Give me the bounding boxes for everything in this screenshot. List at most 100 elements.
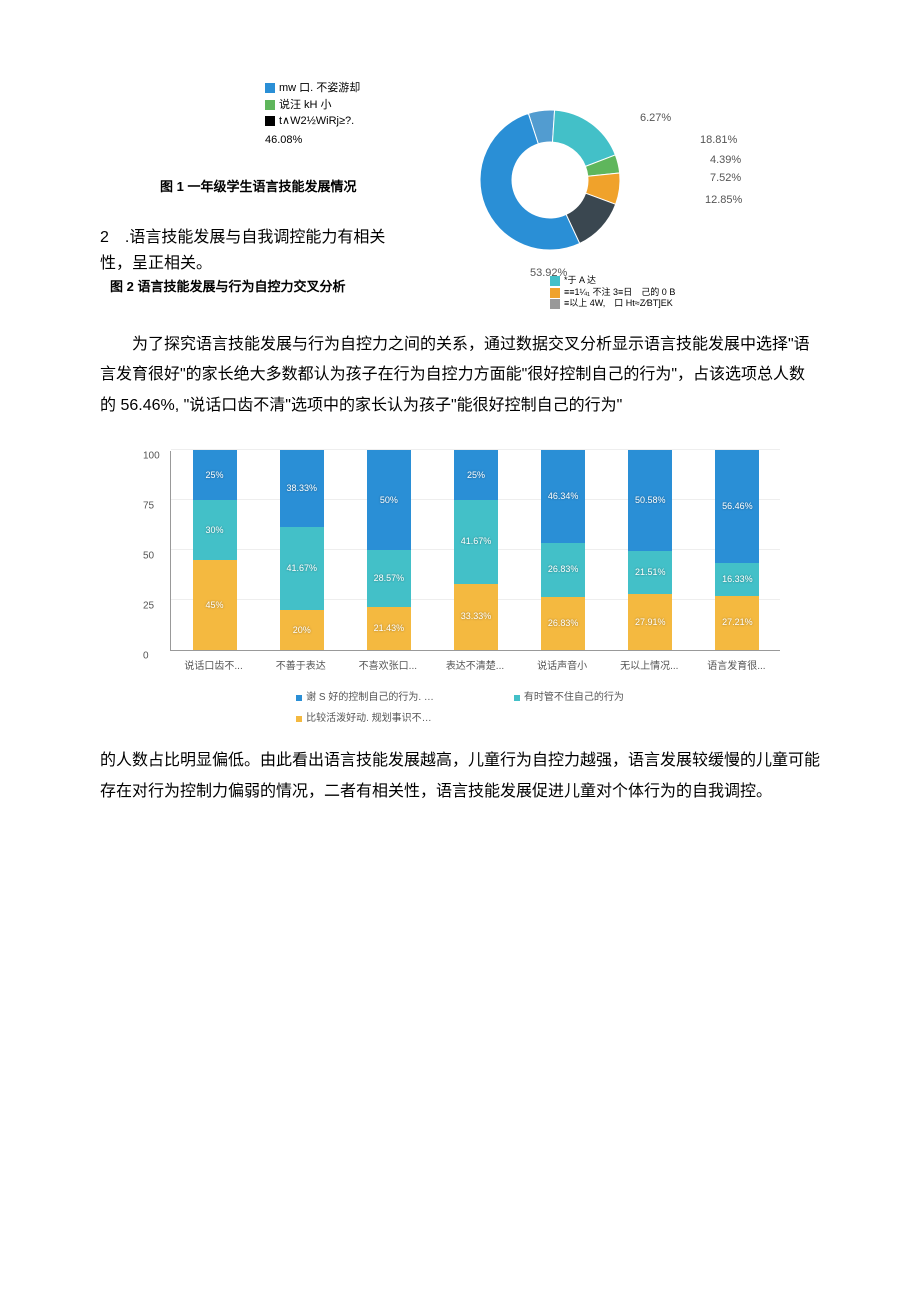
bar-column: 50% 28.57% 21.43% [367, 450, 411, 650]
legend-text: t∧W2½WiRj≥?. [279, 113, 354, 130]
bar-segment-label: 16.33% [722, 571, 753, 588]
bar-column: 38.33% 41.67% 20% [280, 450, 324, 650]
bar-segment: 41.67% [280, 527, 324, 610]
donut-svg [450, 95, 650, 265]
bar-segment-label: 41.67% [461, 533, 492, 550]
figure-1-caption: 图 1 一年级学生语言技能发展情况 [160, 175, 356, 200]
donut-slice-label: 12.85% [705, 190, 742, 211]
bar-column: 56.46% 16.33% 27.21% [715, 450, 759, 650]
bar-segment-label: 26.83% [548, 615, 579, 632]
bar-segment-label: 25% [467, 467, 485, 484]
bar-segment-label: 38.33% [286, 480, 317, 497]
bar-segment: 33.33% [454, 584, 498, 651]
top-legend: mw 口. 不姿游却说汪 kH 小t∧W2½WiRj≥?. 46.08% [265, 80, 360, 148]
bar-segment: 41.67% [454, 500, 498, 583]
x-axis-label: 语言发育很... [693, 651, 780, 676]
top-legend-item: 说汪 kH 小 [265, 97, 360, 114]
x-axis-label: 说话声音小 [519, 651, 606, 676]
bar-segment: 20% [280, 610, 324, 650]
bar-column: 46.34% 26.83% 26.83% [541, 450, 585, 650]
top-figure-section: mw 口. 不姿游却说汪 kH 小t∧W2½WiRj≥?. 46.08% 图 1 … [100, 80, 820, 310]
bar-segment: 25% [193, 450, 237, 500]
legend-swatch [550, 276, 560, 286]
bar-segment: 27.21% [715, 596, 759, 650]
bar-legend-item: 比较活泼好动. 规划事识不… [296, 709, 434, 728]
donut-slice-label: 7.52% [710, 168, 741, 189]
bar-segment-label: 46.34% [548, 488, 579, 505]
donut-slice-label: 6.27% [640, 108, 671, 129]
legend-text: 比较活泼好动. 规划事识不… [306, 709, 432, 728]
bar-segment-label: 41.67% [286, 560, 317, 577]
legend-text: 有时管不住自己的行为 [524, 688, 624, 707]
bar-segment: 28.57% [367, 550, 411, 607]
bar-segment-label: 30% [206, 522, 224, 539]
bar-segment: 26.83% [541, 543, 585, 597]
donut-legend-item: ≡以上 4W, 口 Ht≈Z∕BT]EK [550, 298, 675, 310]
bar-legend-right: 有时管不住自己的行为 [514, 688, 624, 728]
figure-2-caption: 图 2 语言技能发展与行为自控力交叉分析 [110, 275, 345, 300]
bar-plot-area: 025507510025%30%45%38.33%41.67%20%50%28.… [170, 451, 780, 651]
legend-dot [296, 695, 302, 701]
bar-segment: 45% [193, 560, 237, 650]
section-2-intro: 2 .语言技能发展与自我调控能力有相关性，呈正相关。 [100, 225, 390, 276]
legend-dot [514, 695, 520, 701]
bar-legend-item: 有时管不住自己的行为 [514, 688, 624, 707]
donut-legend-item: *于 A 达 [550, 275, 675, 287]
top-legend-item: t∧W2½WiRj≥?. [265, 113, 360, 130]
bar-segment: 38.33% [280, 450, 324, 527]
bar-segment: 27.91% [628, 594, 672, 650]
bar-segment: 46.34% [541, 450, 585, 543]
bar-legend: 谢 S 好的控制自己的行为. … 比较活泼好动. 规划事识不… 有时管不住自己的行… [140, 688, 780, 728]
bar-segment-label: 20% [293, 622, 311, 639]
legend-text: ≡以上 4W, 口 Ht≈Z∕BT]EK [564, 298, 673, 310]
x-axis-label: 不善于表达 [257, 651, 344, 676]
analysis-paragraph-1: 为了探究语言技能发展与行为自控力之间的关系，通过数据交叉分析显示语言技能发展中选… [100, 330, 820, 421]
legend-swatch [550, 299, 560, 309]
donut-legend-item: ≡≡1¼₁ 不注 3≡日 己的 0 B [550, 287, 675, 299]
y-tick: 100 [143, 447, 160, 466]
stacked-bar-chart: 025507510025%30%45%38.33%41.67%20%50%28.… [140, 451, 780, 728]
legend-text: ≡≡1¼₁ 不注 3≡日 己的 0 B [564, 287, 675, 299]
bar-segment: 30% [193, 500, 237, 560]
bar-segment-label: 33.33% [461, 608, 492, 625]
legend-dot [296, 716, 302, 722]
bar-segment-label: 21.43% [374, 620, 405, 637]
y-tick: 0 [143, 647, 149, 666]
donut-slice [552, 110, 615, 166]
y-tick: 75 [143, 497, 154, 516]
legend-swatch [550, 288, 560, 298]
legend-text: mw 口. 不姿游却 [279, 80, 360, 97]
bar-column: 50.58% 21.51%27.91% [628, 450, 672, 650]
x-axis-label: 说话口齿不... [170, 651, 257, 676]
analysis-paragraph-2: 的人数占比明显偏低。由此看出语言技能发展越高，儿童行为自控力越强，语言发展较缓慢… [100, 746, 820, 807]
bar-segment-label: 28.57% [374, 570, 405, 587]
bar-segment: 50.58% [628, 450, 672, 551]
bar-segment: 56.46% [715, 450, 759, 563]
bar-x-labels: 说话口齿不...不善于表达不喜欢张口...表达不清楚...说话声音小无以上情况.… [170, 651, 780, 676]
x-axis-label: 表达不清楚... [431, 651, 518, 676]
bar-segment-label: 45% [206, 597, 224, 614]
bar-segment: 16.33% [715, 563, 759, 596]
legend-text: *于 A 达 [564, 275, 596, 287]
y-tick: 50 [143, 547, 154, 566]
bar-segment-label: 50.58% [635, 492, 666, 509]
bar-segment-label: 50% [380, 492, 398, 509]
donut-bottom-legend: *于 A 达≡≡1¼₁ 不注 3≡日 己的 0 B≡以上 4W, 口 Ht≈Z∕… [550, 275, 675, 310]
bar-legend-item: 谢 S 好的控制自己的行为. … [296, 688, 434, 707]
bar-segment: 21.51% [628, 551, 672, 594]
top-legend-item: mw 口. 不姿游却 [265, 80, 360, 97]
bar-column: 25% 41.67% 33.33% [454, 450, 498, 650]
y-tick: 25 [143, 597, 154, 616]
bar-segment: 50% [367, 450, 411, 550]
legend-value: 46.08% [265, 132, 360, 149]
donut-chart: 6.27%18.81%4.39%7.52%12.85%53.92%*于 A 达≡… [450, 90, 850, 300]
bar-segment-label: 26.83% [548, 561, 579, 578]
bar-legend-left: 谢 S 好的控制自己的行为. … 比较活泼好动. 规划事识不… [296, 688, 434, 728]
legend-text: 说汪 kH 小 [279, 97, 332, 114]
legend-text: 谢 S 好的控制自己的行为. … [306, 688, 434, 707]
bar-column: 25% 30% 45% [193, 450, 237, 650]
legend-swatch [265, 100, 275, 110]
bar-segment: 21.43% [367, 607, 411, 650]
bar-segment: 25% [454, 450, 498, 500]
legend-swatch [265, 83, 275, 93]
